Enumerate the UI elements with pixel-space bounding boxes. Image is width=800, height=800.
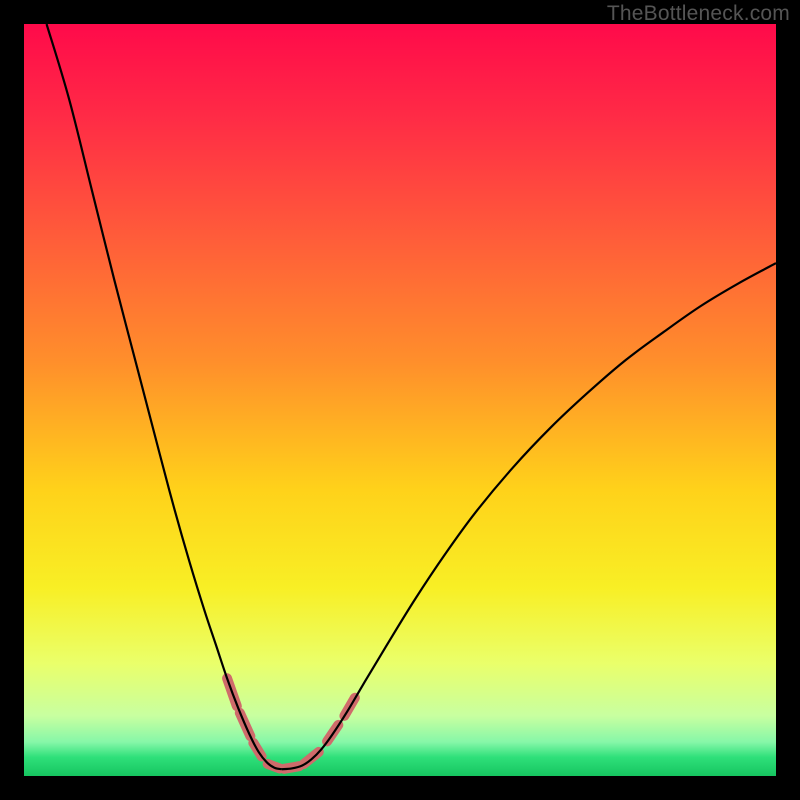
- plot-background: [24, 24, 776, 776]
- bottleneck-chart: [0, 0, 800, 800]
